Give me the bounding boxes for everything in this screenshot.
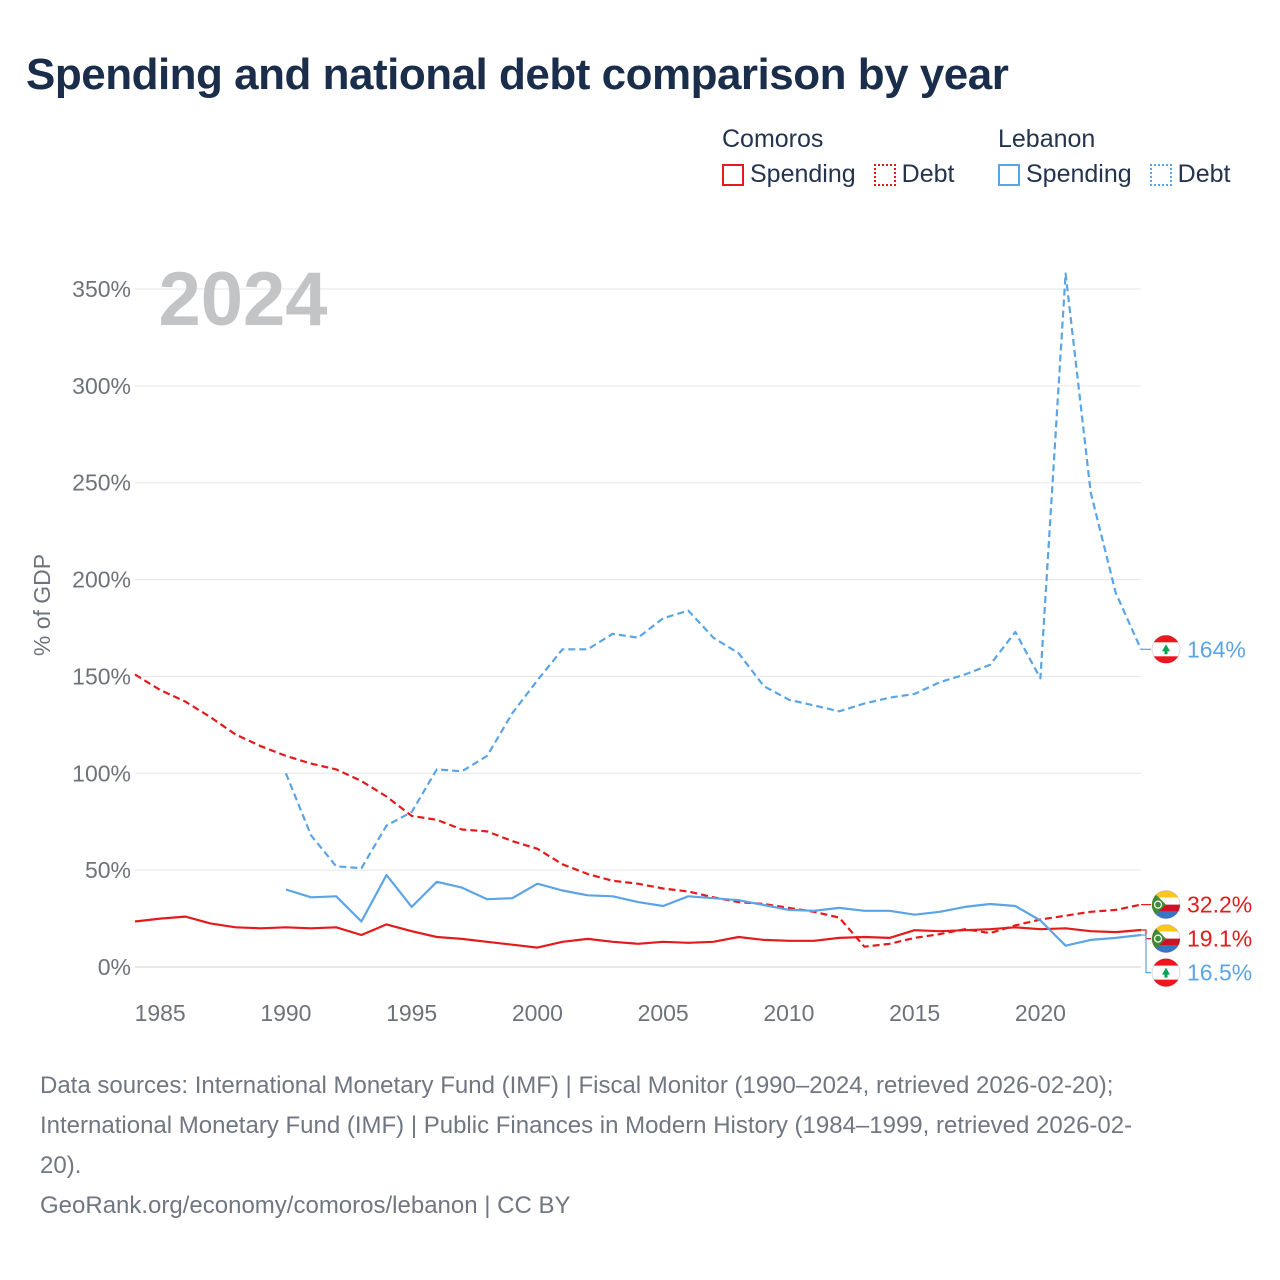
end-value-label: 16.5% — [1187, 960, 1252, 986]
y-tick-label: 350% — [72, 276, 131, 302]
x-tick-label: 2015 — [889, 1000, 940, 1026]
x-tick-label: 2010 — [763, 1000, 814, 1026]
y-axis-label: % of GDP — [29, 554, 55, 656]
legend-lebanon-spending-swatch — [998, 163, 1020, 186]
y-tick-label: 250% — [72, 470, 131, 496]
x-tick-label: 1995 — [386, 1000, 437, 1026]
footer-credit[interactable]: GeoRank.org/economy/comoros/lebanon | CC… — [40, 1192, 571, 1219]
legend-comoros-spending[interactable]: Spending — [722, 160, 856, 189]
series-line-lebanon-debt[interactable] — [284, 272, 1143, 870]
series-line-lebanon-spending[interactable] — [285, 873, 1142, 947]
end-value-label: 32.2% — [1187, 892, 1252, 918]
x-tick-label: 2000 — [512, 1000, 563, 1026]
legend-comoros-name: Comoros — [722, 125, 824, 153]
y-tick-label: 50% — [85, 857, 131, 883]
series-line-comoros-debt[interactable] — [134, 673, 1142, 948]
end-label-comoros-spending: 19.1% — [1141, 924, 1252, 954]
footer-source-3: 20). — [40, 1152, 82, 1179]
y-tick-label: 200% — [72, 567, 131, 593]
y-tick-label: 100% — [72, 760, 131, 786]
series-line-comoros-spending[interactable] — [134, 915, 1142, 949]
legend-comoros-spending-swatch — [722, 163, 744, 186]
x-tick-label: 1985 — [135, 1000, 186, 1026]
x-tick-label: 2005 — [638, 1000, 689, 1026]
year-watermark: 2024 — [158, 257, 327, 342]
legend-lebanon: Lebanon Spending Debt — [998, 124, 1230, 189]
footer-source-1: Data sources: International Monetary Fun… — [40, 1072, 1114, 1099]
legend-lebanon-spending-label: Spending — [1026, 160, 1132, 188]
y-tick-label: 0% — [98, 954, 131, 980]
lebanon-flag-icon — [1151, 958, 1181, 988]
legend-lebanon-debt[interactable]: Debt — [1149, 160, 1231, 189]
legend-comoros-spending-label: Spending — [750, 160, 856, 188]
legend-comoros: Comoros Spending Debt — [722, 124, 954, 189]
end-label-lebanon-spending: 16.5% — [1141, 934, 1252, 988]
chart-title: Spending and national debt comparison by… — [26, 50, 1009, 99]
legend-comoros-debt-label: Debt — [901, 160, 955, 188]
series-lines — [134, 272, 1143, 949]
y-tick-label: 300% — [72, 373, 131, 399]
comoros-flag-icon — [1151, 890, 1181, 920]
end-value-label: 19.1% — [1187, 926, 1252, 952]
legend-comoros-debt-swatch — [873, 163, 896, 186]
legend-lebanon-name: Lebanon — [998, 125, 1096, 153]
x-tick-label: 1990 — [260, 1000, 311, 1026]
footer-source-2: International Monetary Fund (IMF) | Publ… — [40, 1112, 1133, 1139]
footer: Data sources: International Monetary Fun… — [40, 1066, 1240, 1226]
x-tick-label: 2020 — [1015, 1000, 1066, 1026]
x-axis-ticks: 1985 1990 1995 2000 2005 2010 2015 2020 — [135, 1000, 1066, 1026]
legend-comoros-debt[interactable]: Debt — [873, 160, 955, 189]
y-tick-label: 150% — [72, 663, 131, 689]
lebanon-flag-icon — [1151, 634, 1181, 664]
y-axis-ticks: 0% 50% 100% 150% 200% 250% 300% 350% — [72, 276, 131, 980]
line-chart: 0%50%100%150%200%250%300%350% 1985 1990 19… — [29, 257, 1252, 1026]
legend-lebanon-debt-label: Debt — [1177, 160, 1231, 188]
legend-lebanon-spending[interactable]: Spending — [998, 160, 1132, 189]
end-label-connector — [1141, 929, 1151, 940]
end-label-connector — [1141, 934, 1151, 974]
legend-lebanon-debt-swatch — [1149, 163, 1172, 186]
end-label-lebanon-debt: 164% — [1141, 634, 1246, 664]
comoros-flag-icon — [1151, 924, 1181, 954]
grid-lines — [135, 288, 1141, 968]
end-value-label: 164% — [1187, 636, 1246, 662]
end-label-comoros-debt: 32.2% — [1141, 890, 1252, 920]
end-labels: 164% 32.2% 19.1% 16.5% — [1141, 634, 1252, 988]
